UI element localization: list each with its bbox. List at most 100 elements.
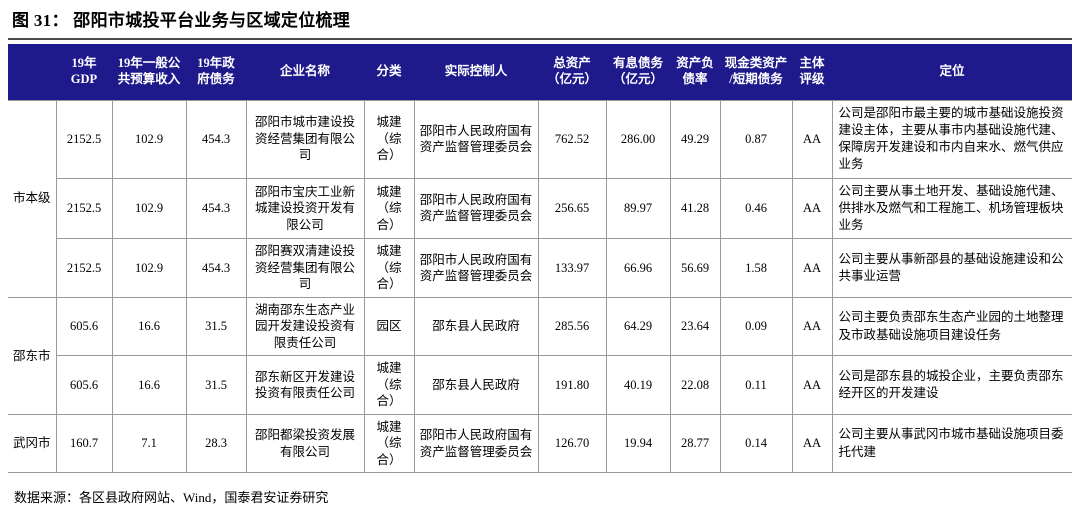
cell-company: 邵阳市城市建设投资经营集团有限公司: [245, 99, 365, 179]
cell-interest_debt: 40.19: [605, 355, 671, 415]
cell-interest_debt: 64.29: [605, 296, 671, 357]
col-header-cash_short_debt: 现金类资产/短期债务: [720, 44, 792, 100]
table-body: 市本级 2152.5 102.9 454.3 邵阳市城市建设投资经营集团有限公司 城建 （综…: [8, 99, 1072, 474]
cell-positioning: 公司主要负责邵东生态产业园的土地整理及市政基础设施项目建设任务: [831, 296, 1072, 357]
cell-controller: 邵东县人民政府: [413, 355, 539, 415]
col-header-rating: 主体 评级: [792, 44, 832, 100]
cell-rating: AA: [791, 238, 833, 298]
cell-total_assets: 285.56: [537, 296, 607, 357]
table-header: 19年 GDP 19年一般公 共预算收入 19年政 府债务 企业名称 分类 实际控制人 总资产 （亿…: [8, 44, 1072, 100]
cell-rating: AA: [791, 355, 833, 415]
cell-rating: AA: [791, 413, 833, 474]
cell-positioning: 公司主要从事新邵县的基础设施建设和公共事业运营: [831, 238, 1072, 298]
table-row: 邵东市 605.6 16.6 31.5 湖南邵东生态产业园开发建设投资有限责任公司 园区邵…: [8, 296, 1072, 415]
cell-category: 城建 （综合）: [363, 355, 415, 415]
cell-controller: 邵阳市人民政府国有资产监督管理委员会: [413, 99, 539, 179]
cell-budget_income: 102.9: [111, 99, 187, 179]
col-header-controller: 实际控制人: [414, 44, 538, 100]
figure-title: 图 31： 邵阳市城投平台业务与区域定位梳理: [12, 11, 351, 30]
cell-positioning: 公司是邵阳市最主要的城市基础设施投资建设主体，主要从事市内基础设施代建、保障房开…: [831, 99, 1072, 179]
cell-category: 城建 （综合）: [363, 177, 415, 240]
cell-company: 邵阳都梁投资发展有限公司: [245, 413, 365, 474]
platform-table: 19年 GDP 19年一般公 共预算收入 19年政 府债务 企业名称 分类 实际控制人 总资产 （亿…: [8, 44, 1072, 474]
col-header-positioning: 定位: [832, 44, 1072, 100]
cell-category: 园区: [363, 296, 415, 357]
cell-gdp: 605.6: [55, 355, 113, 415]
cell-rating: AA: [791, 177, 833, 240]
table-container: 19年 GDP 19年一般公 共预算收入 19年政 府债务 企业名称 分类 实际控制人 总资产 （亿…: [8, 44, 1072, 474]
header-row: 19年 GDP 19年一般公 共预算收入 19年政 府债务 企业名称 分类 实际控制人 总资产 （亿…: [8, 44, 1072, 100]
cell-positioning: 公司是邵东县的城投企业，主要负责邵东经开区的开发建设: [831, 355, 1072, 415]
cell-category: 城建 （综合）: [363, 413, 415, 474]
cell-company: 邵阳赛双清建设投资经营集团有限公司: [245, 238, 365, 298]
col-header-total_assets: 总资产 （亿元）: [538, 44, 606, 100]
cell-interest_debt: 89.97: [605, 177, 671, 240]
cell-rating: AA: [791, 296, 833, 357]
cell-gdp: 160.7: [55, 413, 113, 474]
cell-positioning: 公司主要从事土地开发、基础设施代建、供排水及燃气和工程施工、机场管理板块业务: [831, 177, 1072, 240]
cell-cash_short_debt: 0.46: [719, 177, 793, 240]
cell-category: 城建 （综合）: [363, 99, 415, 179]
cell-gov_debt: 31.5: [185, 296, 247, 357]
cell-company: 湖南邵东生态产业园开发建设投资有限责任公司: [245, 296, 365, 357]
cell-company: 邵东新区开发建设投资有限责任公司: [245, 355, 365, 415]
cell-interest_debt: 19.94: [605, 413, 671, 474]
cell-debt_ratio: 22.08: [669, 355, 721, 415]
table-row: 605.6 16.6 31.5 邵东新区开发建设投资有限责任公司 城建 （综合） 邵东县人民…: [8, 355, 1072, 415]
col-header-gov_debt: 19年政 府债务: [186, 44, 246, 100]
cell-debt_ratio: 28.77: [669, 413, 721, 474]
cell-total_assets: 133.97: [537, 238, 607, 298]
table-row: 武冈市 160.7 7.1 28.3 邵阳都梁投资发展有限公司 城建 （综合） 邵阳市人民政府…: [8, 413, 1072, 474]
cell-gov_debt: 31.5: [185, 355, 247, 415]
cell-cash_short_debt: 0.11: [719, 355, 793, 415]
cell-interest_debt: 286.00: [605, 99, 671, 179]
table-row: 市本级 2152.5 102.9 454.3 邵阳市城市建设投资经营集团有限公司 城建 （综…: [8, 99, 1072, 298]
cell-controller: 邵阳市人民政府国有资产监督管理委员会: [413, 238, 539, 298]
cell-budget_income: 7.1: [111, 413, 187, 474]
col-header-budget_income: 19年一般公 共预算收入: [112, 44, 186, 100]
cell-debt_ratio: 56.69: [669, 238, 721, 298]
cell-interest_debt: 66.96: [605, 238, 671, 298]
cell-gdp: 2152.5: [55, 238, 113, 298]
cell-gdp: 2152.5: [55, 177, 113, 240]
cell-category: 城建 （综合）: [363, 238, 415, 298]
cell-cash_short_debt: 1.58: [719, 238, 793, 298]
table-row: 2152.5 102.9 454.3 邵阳赛双清建设投资经营集团有限公司 城建 （综合）邵…: [8, 238, 1072, 298]
cell-budget_income: 102.9: [111, 238, 187, 298]
cell-gov_debt: 454.3: [185, 99, 247, 179]
cell-budget_income: 16.6: [111, 296, 187, 357]
col-header-gdp: 19年 GDP: [56, 44, 112, 100]
cell-debt_ratio: 41.28: [669, 177, 721, 240]
cell-gdp: 605.6: [55, 296, 113, 357]
cell-company: 邵阳市宝庆工业新城建设投资开发有限公司: [245, 177, 365, 240]
cell-gov_debt: 454.3: [185, 177, 247, 240]
cell-gdp: 2152.5: [55, 99, 113, 179]
cell-total_assets: 256.65: [537, 177, 607, 240]
title-divider: [8, 38, 1072, 40]
cell-gov_debt: 28.3: [185, 413, 247, 474]
cell-rating: AA: [791, 99, 833, 179]
cell-budget_income: 16.6: [111, 355, 187, 415]
col-header-region: [8, 44, 56, 100]
cell-debt_ratio: 23.64: [669, 296, 721, 357]
cell-budget_income: 102.9: [111, 177, 187, 240]
region-cell: 邵东市: [8, 296, 57, 415]
cell-controller: 邵东县人民政府: [413, 296, 539, 357]
cell-cash_short_debt: 0.14: [719, 413, 793, 474]
cell-gov_debt: 454.3: [185, 238, 247, 298]
cell-cash_short_debt: 0.09: [719, 296, 793, 357]
region-cell: 市本级: [8, 99, 57, 298]
cell-total_assets: 191.80: [537, 355, 607, 415]
cell-cash_short_debt: 0.87: [719, 99, 793, 179]
col-header-debt_ratio: 资产负 债率: [670, 44, 720, 100]
col-header-interest_debt: 有息债务 （亿元）: [606, 44, 670, 100]
region-cell: 武冈市: [8, 413, 57, 474]
table-row: 2152.5 102.9 454.3 邵阳市宝庆工业新城建设投资开发有限公司 城建 （综合…: [8, 177, 1072, 240]
cell-total_assets: 762.52: [537, 99, 607, 179]
cell-controller: 邵阳市人民政府国有资产监督管理委员会: [413, 177, 539, 240]
cell-controller: 邵阳市人民政府国有资产监督管理委员会: [413, 413, 539, 474]
cell-total_assets: 126.70: [537, 413, 607, 474]
cell-positioning: 公司主要从事武冈市城市基础设施项目委托代建: [831, 413, 1072, 474]
col-header-company: 企业名称: [246, 44, 364, 100]
